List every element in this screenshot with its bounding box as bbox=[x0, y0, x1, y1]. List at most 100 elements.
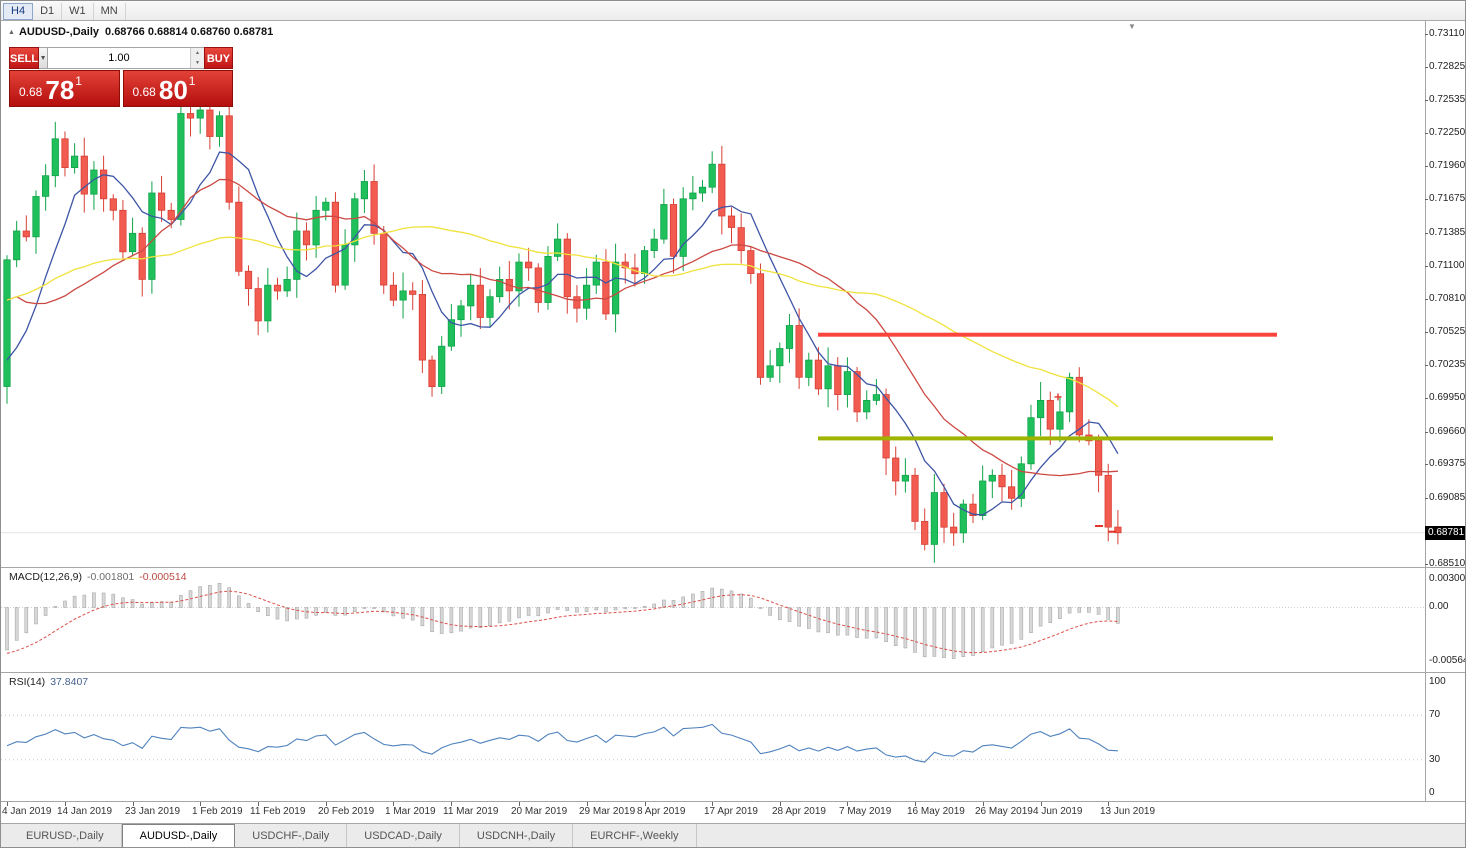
price-axis-label: 0.69085 bbox=[1429, 492, 1466, 503]
date-axis-tick bbox=[65, 802, 66, 806]
date-axis-tick bbox=[451, 802, 452, 806]
symbol-tab-eurusd-daily[interactable]: EURUSD-,Daily bbox=[9, 824, 122, 847]
rsi-axis-label: 100 bbox=[1429, 676, 1446, 687]
buy-price-prefix: 0.68 bbox=[132, 85, 156, 99]
date-axis-tick bbox=[780, 802, 781, 806]
price-axis-tick bbox=[1425, 199, 1428, 200]
symbol-tab-usdcnh-daily[interactable]: USDCNH-,Daily bbox=[460, 824, 574, 847]
date-axis-tick bbox=[847, 802, 848, 806]
candlestick-price-chart[interactable] bbox=[1, 21, 1425, 567]
price-axis-tick bbox=[1425, 498, 1428, 499]
chart-ohlc-values: 0.68766 0.68814 0.68760 0.68781 bbox=[105, 26, 274, 38]
sell-price-pipette: 1 bbox=[75, 74, 82, 88]
price-axis-tick bbox=[1425, 233, 1428, 234]
price-axis-label: 0.73110 bbox=[1429, 28, 1465, 39]
symbol-tab-eurchf-weekly[interactable]: EURCHF-,Weekly bbox=[573, 824, 697, 847]
date-axis-label: 28 Apr 2019 bbox=[772, 806, 826, 817]
date-axis-label: 13 Jun 2019 bbox=[1100, 806, 1156, 817]
rsi-current-value: 37.8407 bbox=[50, 676, 89, 688]
price-axis-tick bbox=[1425, 299, 1428, 300]
buy-price-big-digits: 80 bbox=[158, 75, 188, 105]
rsi-indicator-chart[interactable] bbox=[1, 673, 1425, 801]
date-axis-tick bbox=[519, 802, 520, 806]
chart-shift-marker-icon: ▼ bbox=[1128, 22, 1136, 31]
symbol-tab-audusd-daily[interactable]: AUDUSD-,Daily bbox=[121, 824, 236, 847]
macd-indicator-name: MACD(12,26,9) bbox=[9, 571, 82, 583]
price-axis-label: 0.72250 bbox=[1429, 127, 1466, 138]
volume-dropdown-icon[interactable]: ▼ bbox=[39, 47, 48, 69]
date-axis-label: 23 Jan 2019 bbox=[125, 806, 181, 817]
price-axis-label: 0.70810 bbox=[1429, 293, 1466, 304]
date-axis-tick bbox=[983, 802, 984, 806]
date-axis-label: 8 Apr 2019 bbox=[637, 806, 686, 817]
price-axis-label: 0.69660 bbox=[1429, 426, 1466, 437]
price-axis-tick bbox=[1425, 34, 1428, 35]
date-axis-label: 20 Mar 2019 bbox=[511, 806, 568, 817]
chart-title-line: ▲ AUDUSD-,Daily 0.68766 0.68814 0.68760 0.… bbox=[8, 26, 273, 38]
timeframe-button-w1[interactable]: W1 bbox=[62, 3, 94, 20]
price-axis-label: 0.69375 bbox=[1429, 458, 1466, 469]
date-axis-label: 7 May 2019 bbox=[839, 806, 892, 817]
timeframe-button-h4[interactable]: H4 bbox=[3, 3, 34, 20]
date-axis-label: 20 Feb 2019 bbox=[318, 806, 375, 817]
price-axis-tick bbox=[1425, 398, 1428, 399]
symbol-tab-usdcad-daily[interactable]: USDCAD-,Daily bbox=[347, 824, 460, 847]
volume-spin-down-icon[interactable]: ▼ bbox=[190, 58, 204, 68]
price-axis-tick bbox=[1425, 332, 1428, 333]
price-axis-label: 0.68510 bbox=[1429, 558, 1466, 569]
timeframe-toolbar: H4 D1 W1 MN bbox=[1, 1, 1465, 21]
date-axis-tick bbox=[393, 802, 394, 806]
date-axis-label: 17 Apr 2019 bbox=[704, 806, 758, 817]
timeframe-button-mn[interactable]: MN bbox=[94, 3, 126, 20]
date-axis-label: 14 Jan 2019 bbox=[57, 806, 113, 817]
date-axis-tick bbox=[133, 802, 134, 806]
price-macd-separator[interactable] bbox=[1, 567, 1465, 568]
price-axis-tick bbox=[1425, 365, 1428, 366]
date-axis-label: 11 Feb 2019 bbox=[250, 806, 306, 817]
date-axis-label: 29 Mar 2019 bbox=[579, 806, 636, 817]
macd-rsi-separator[interactable] bbox=[1, 672, 1465, 673]
macd-signal-value: -0.000514 bbox=[139, 571, 187, 583]
price-axis-tick bbox=[1425, 266, 1428, 267]
macd-main-value: -0.001801 bbox=[86, 571, 135, 583]
one-click-trading-widget: SELL ▼ ▲ ▼ BUY 0.68 78 1 0.68 80 1 bbox=[9, 47, 233, 107]
price-axis-label: 0.71100 bbox=[1429, 260, 1465, 271]
date-axis-tick bbox=[326, 802, 327, 806]
price-axis-label: 0.71385 bbox=[1429, 227, 1466, 238]
date-axis-tick bbox=[7, 802, 8, 806]
price-axis-label: 0.72535 bbox=[1429, 94, 1466, 105]
price-axis-label: 0.70235 bbox=[1429, 359, 1466, 370]
macd-indicator-chart[interactable] bbox=[1, 568, 1425, 672]
time-axis[interactable]: 4 Jan 2019 14 Jan 2019 23 Jan 2019 1 Feb 20… bbox=[1, 802, 1425, 822]
buy-button[interactable]: BUY bbox=[203, 47, 233, 69]
date-axis-tick bbox=[915, 802, 916, 806]
buy-price-display[interactable]: 0.68 80 1 bbox=[122, 70, 233, 107]
price-axis-label: 0.71960 bbox=[1429, 160, 1466, 171]
timeframe-button-d1[interactable]: D1 bbox=[33, 3, 63, 20]
sell-price-display[interactable]: 0.68 78 1 bbox=[9, 70, 120, 107]
sell-price-big-digits: 78 bbox=[45, 75, 75, 105]
sell-button[interactable]: SELL bbox=[9, 47, 40, 69]
date-axis-label: 4 Jun 2019 bbox=[1033, 806, 1083, 817]
price-axis-tick bbox=[1425, 133, 1428, 134]
symbol-tab-usdchf-daily[interactable]: USDCHF-,Daily bbox=[235, 824, 348, 847]
date-axis-tick bbox=[712, 802, 713, 806]
date-axis-tick bbox=[1108, 802, 1109, 806]
date-axis-label: 1 Feb 2019 bbox=[192, 806, 243, 817]
price-axis-label: 0.71675 bbox=[1429, 193, 1466, 204]
date-axis-label: 4 Jan 2019 bbox=[2, 806, 52, 817]
date-axis-tick bbox=[1041, 802, 1042, 806]
rsi-axis-label: 0 bbox=[1429, 787, 1435, 798]
volume-spin-up-icon[interactable]: ▲ bbox=[190, 48, 204, 58]
rsi-axis-label: 70 bbox=[1429, 709, 1441, 720]
chart-collapse-icon[interactable]: ▲ bbox=[8, 29, 15, 36]
date-axis-tick bbox=[587, 802, 588, 806]
macd-axis-label: -0.005648 bbox=[1429, 655, 1465, 666]
volume-field: ▲ ▼ bbox=[47, 47, 204, 69]
volume-input[interactable] bbox=[47, 48, 190, 68]
date-axis-tick bbox=[645, 802, 646, 806]
date-axis-label: 26 May 2019 bbox=[975, 806, 1033, 817]
chart-tabs-bar: EURUSD-,Daily AUDUSD-,Daily USDCHF-,Daily U… bbox=[1, 823, 1465, 847]
date-axis-tick bbox=[200, 802, 201, 806]
price-axis-tick bbox=[1425, 564, 1428, 565]
